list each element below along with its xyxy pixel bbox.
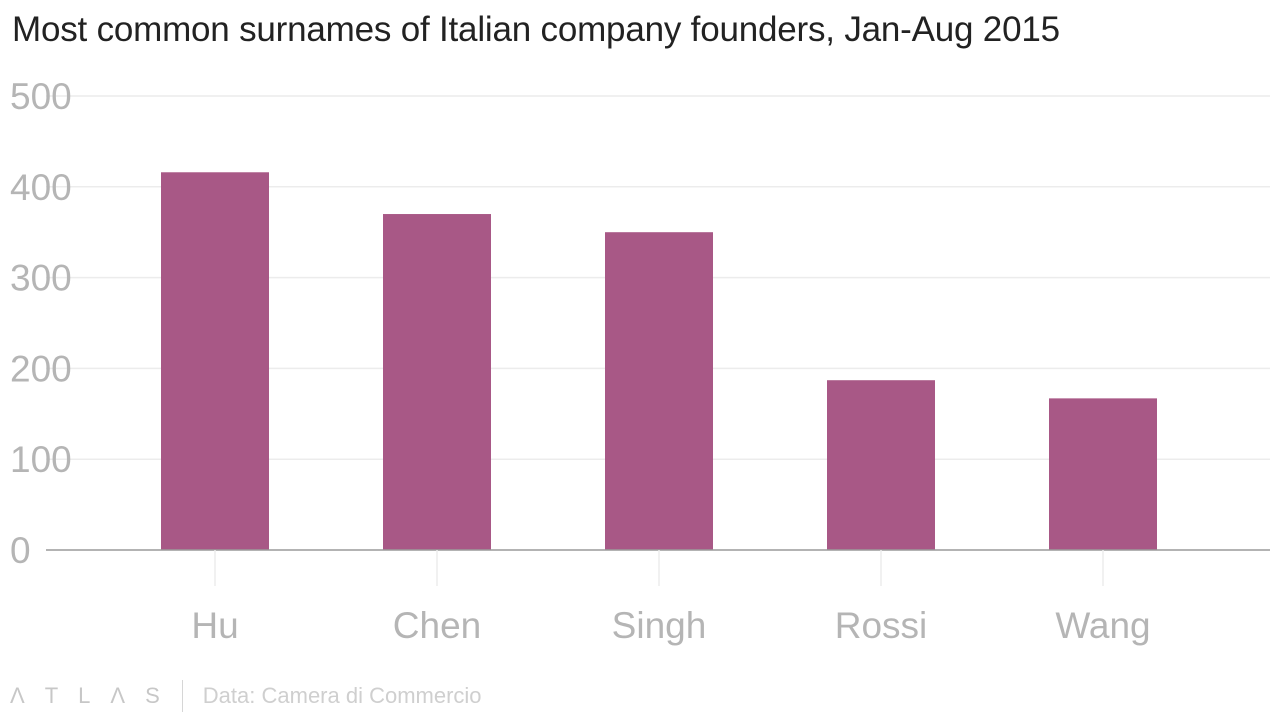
x-tick-label: Singh xyxy=(612,605,707,646)
bar-rossi xyxy=(827,380,935,550)
bar-chart: 0 100 200 300 400 500 Hu Chen Singh Rossi Wang xyxy=(10,76,1270,646)
bar-singh xyxy=(605,232,713,550)
y-tick-label: 100 xyxy=(10,439,72,480)
bar-chen xyxy=(383,214,491,551)
data-source: Data: Camera di Commercio xyxy=(202,683,482,708)
y-tick-label: 500 xyxy=(10,76,72,117)
y-tick-label: 300 xyxy=(10,258,72,299)
bar-wang xyxy=(1049,398,1157,550)
atlas-logo-letter: L xyxy=(78,683,91,708)
x-tick-label: Hu xyxy=(191,605,238,646)
footer: Λ T L Λ S Data: Camera di Commercio xyxy=(10,678,482,714)
atlas-logo-letter: Λ xyxy=(110,683,126,708)
x-tick-label: Wang xyxy=(1055,605,1150,646)
atlas-logo-letter: T xyxy=(44,683,59,708)
atlas-logo-letter: S xyxy=(145,683,160,708)
x-tick-label: Chen xyxy=(393,605,481,646)
y-tick-label: 200 xyxy=(10,348,72,389)
y-tick-label: 400 xyxy=(10,167,72,208)
y-tick-label: 0 xyxy=(10,530,31,571)
atlas-logo-letter: Λ xyxy=(10,683,25,708)
atlas-logo: Λ T L Λ S xyxy=(10,683,160,709)
bar-hu xyxy=(161,172,269,550)
x-tick-label: Rossi xyxy=(835,605,928,646)
footer-divider xyxy=(181,680,183,712)
chart-title: Most common surnames of Italian company … xyxy=(12,10,1060,49)
